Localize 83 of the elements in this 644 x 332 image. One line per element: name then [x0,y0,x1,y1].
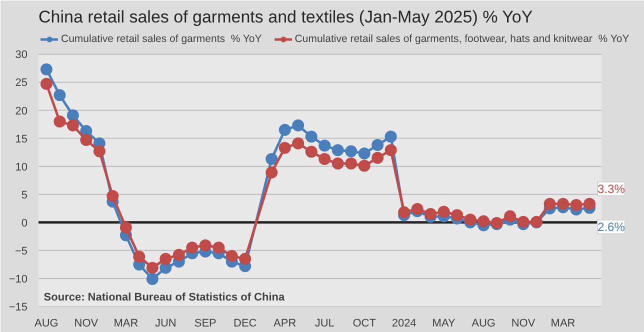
point [66,119,79,132]
data-label: 3.3% [598,182,626,196]
point [172,248,185,261]
point [517,216,530,228]
point [292,119,304,132]
point [199,239,212,252]
point [292,137,304,150]
x-tick-label: 2024 [392,318,416,330]
y-tick-label: 25 [15,77,28,90]
point [384,144,397,156]
point [40,63,52,76]
x-tick-label: SEP [194,318,216,330]
point [358,160,370,172]
point [438,206,450,218]
y-tick-label: −10 [8,273,28,286]
x-tick-label: MAY [432,318,456,330]
x-tick-label: AUG [472,318,496,330]
y-tick-label: −15 [8,302,28,314]
point [266,166,278,178]
point [305,130,318,143]
point [424,208,437,220]
point [239,252,252,265]
point [358,147,370,160]
point [318,140,331,152]
x-tick-label: DEC [234,318,257,330]
point [504,210,516,222]
point [160,252,172,265]
y-tick-label: −5 [14,245,28,258]
point [305,146,318,158]
point [411,202,424,215]
point [345,145,358,158]
x-tick-label: JUN [154,318,176,330]
y-tick-label: 5 [21,189,28,202]
point [318,153,331,166]
x-tick-label: MAR [114,318,138,330]
point [372,139,384,152]
point [212,242,225,254]
data-label: 2.6% [598,220,626,234]
point [478,215,490,228]
x-tick-label: NOV [511,318,536,330]
point [54,89,66,102]
y-tick-label: 30 [15,49,28,62]
point [278,124,291,136]
point [584,198,596,210]
point [146,262,158,274]
point [278,142,291,154]
point [384,130,397,143]
point [398,206,410,218]
legend-label: Cumulative retail sales of garments % YoY [61,33,262,45]
point [345,158,358,170]
y-tick-label: 20 [15,105,28,118]
point [570,199,582,212]
legend-label: Cumulative retail sales of garments, footwear, hats and knitwear % YoY [294,33,630,45]
point [106,190,119,202]
x-tick-label: JUL [314,318,334,330]
x-tick-label: APR [274,318,296,330]
y-tick-label: 15 [15,133,28,146]
point [266,153,278,166]
point [226,250,238,262]
point [80,134,92,146]
point [451,209,464,222]
point [557,198,570,210]
point [120,221,132,234]
point [66,109,79,122]
chart-title: China retail sales of garments and textiles (Jan-May 2025) % YoY [38,8,533,26]
point [332,144,344,156]
point [544,198,556,210]
point [93,145,106,158]
y-tick-label: 0 [21,217,28,230]
x-tick-label: AUG [34,318,58,330]
point [54,115,66,128]
point [133,250,146,263]
point [332,158,344,170]
x-tick-label: OCT [352,318,376,330]
x-tick-label: MAR [550,318,576,330]
point [40,78,52,90]
point [464,214,476,226]
point [372,152,384,164]
annotation: Source: National Bureau of Statistics of China [44,292,286,304]
x-tick-label: NOV [74,318,99,330]
point [146,273,158,286]
point [186,242,198,254]
y-tick-label: 10 [15,161,28,174]
